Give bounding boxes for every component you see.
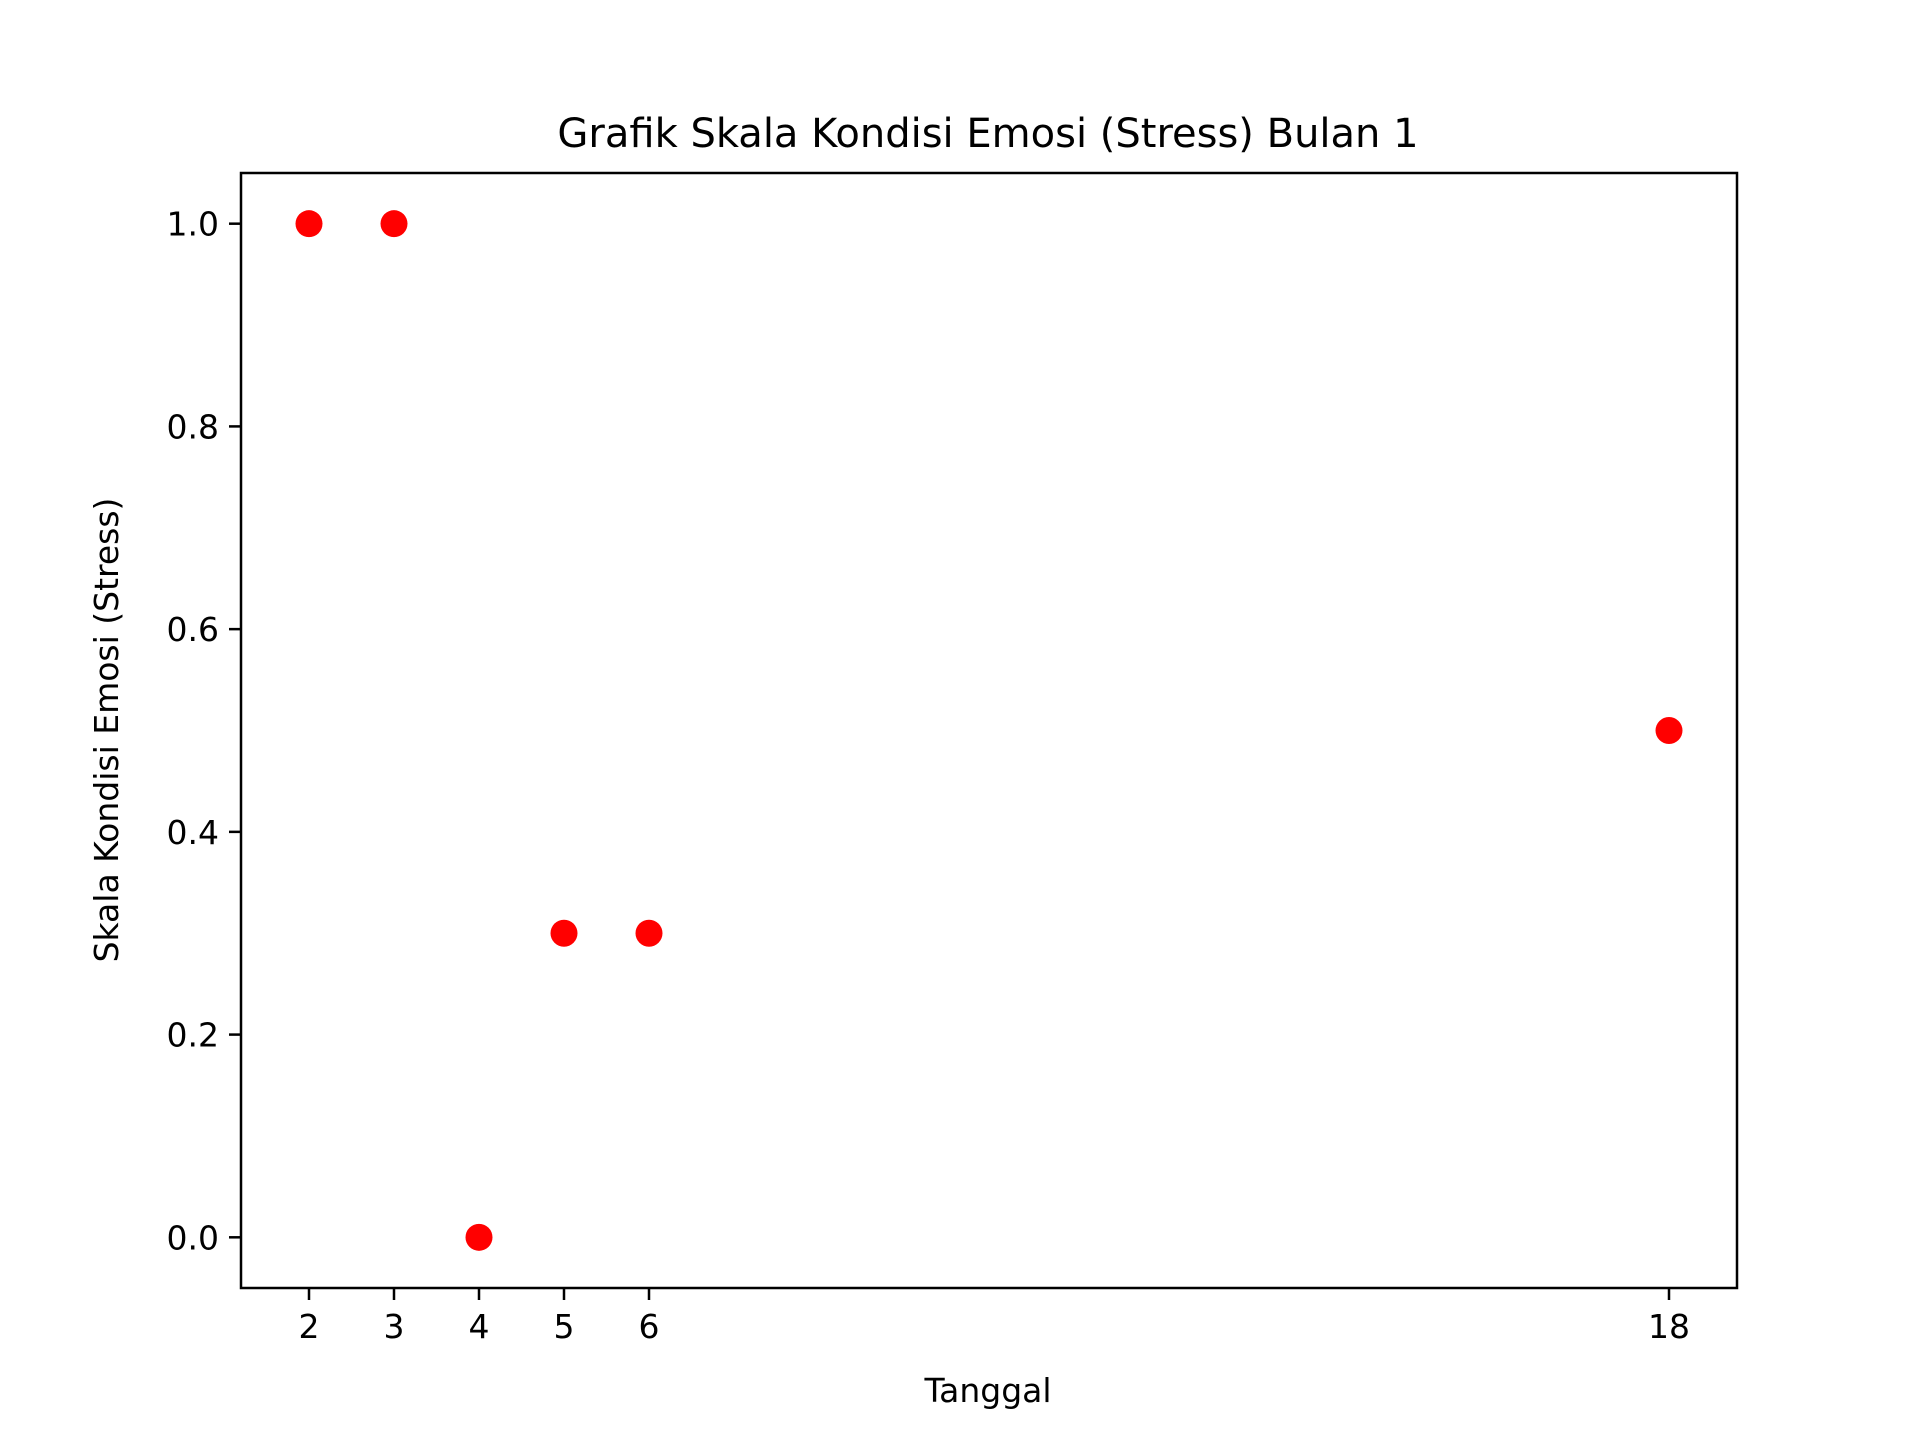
y-tick-label: 0.0 (167, 1218, 219, 1257)
data-point (380, 210, 408, 238)
data-point (635, 919, 663, 947)
data-point (465, 1223, 493, 1251)
y-tick-label: 0.8 (167, 407, 219, 446)
y-tick-label: 1.0 (167, 205, 219, 244)
x-tick-label: 4 (469, 1307, 490, 1346)
data-point (295, 210, 323, 238)
x-tick-label: 5 (554, 1307, 575, 1346)
chart-title: Grafik Skala Kondisi Emosi (Stress) Bula… (557, 111, 1418, 157)
x-axis-ticks: 2 3 4 5 6 18 (299, 1288, 1690, 1346)
y-axis-label: Skala Kondisi Emosi (Stress) (87, 498, 126, 963)
data-points (295, 210, 1683, 1251)
x-tick-label: 6 (639, 1307, 660, 1346)
x-tick-label: 3 (384, 1307, 405, 1346)
x-tick-label: 18 (1648, 1307, 1690, 1346)
plot-area-frame (239, 171, 1739, 1290)
data-point (1655, 717, 1683, 744)
x-tick-label: 2 (299, 1307, 320, 1346)
y-tick-label: 0.6 (167, 610, 219, 649)
y-tick-label: 0.2 (167, 1016, 219, 1055)
data-point (550, 919, 578, 947)
y-axis-ticks: 0.0 0.2 0.4 0.6 0.8 1.0 (167, 205, 241, 1257)
y-tick-label: 0.4 (167, 813, 219, 852)
x-axis-label: Tanggal (923, 1371, 1051, 1410)
